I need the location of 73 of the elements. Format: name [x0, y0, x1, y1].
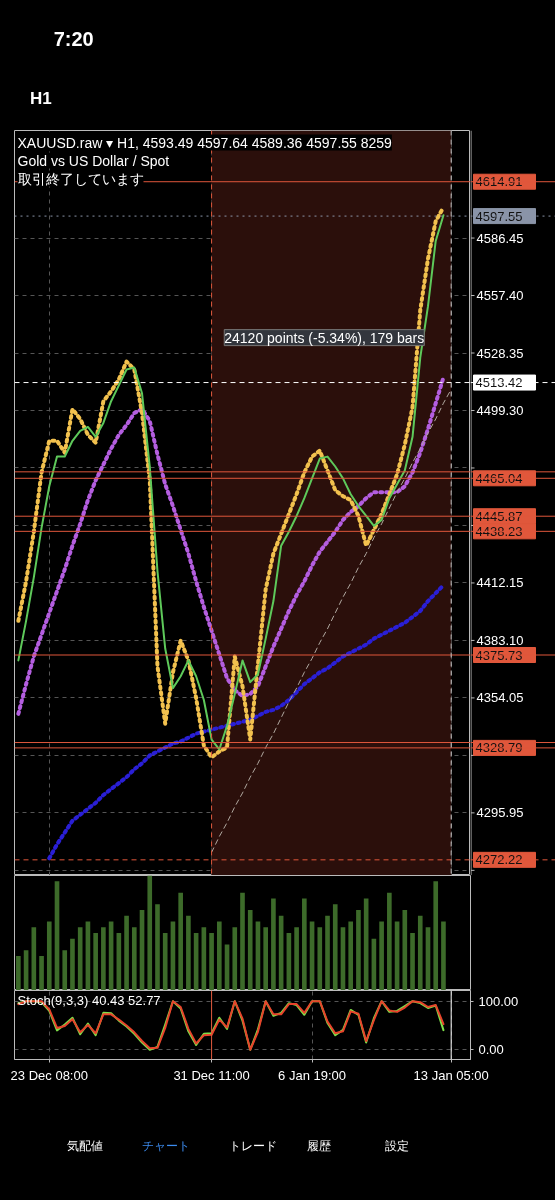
bar — [348, 921, 354, 990]
chart-title: Stoch(9,3,3) 40.43 52.77 — [17, 992, 161, 1008]
bar — [46, 921, 52, 990]
bar — [77, 927, 83, 990]
text: 履歴 — [307, 1138, 332, 1153]
bar — [247, 910, 253, 990]
y-tick-label: 4412.15 — [476, 575, 524, 591]
y-tick-label: 4586.45 — [476, 230, 524, 246]
bar — [16, 956, 21, 990]
bar — [441, 921, 446, 990]
bar — [155, 904, 160, 990]
y-tick-label: 4557.40 — [476, 288, 524, 304]
bar — [325, 915, 330, 990]
bar — [387, 892, 392, 990]
bar — [417, 915, 423, 990]
bar — [379, 921, 384, 990]
bar — [402, 910, 408, 990]
annotation: 24120 points (-5.34%), 179 bars — [224, 329, 425, 346]
bar — [332, 904, 338, 990]
bar — [62, 950, 68, 990]
ref-line-label: 4597.55 — [475, 208, 523, 224]
text: 7:20 — [53, 27, 94, 50]
y-tick-label: 4528.35 — [476, 345, 524, 361]
bar — [240, 892, 245, 990]
bar — [410, 933, 415, 990]
chart-title: XAUUSD.raw ▾ H1, 4593.49 4597.64 4589.36 4597.55 8259 — [17, 134, 393, 151]
bar — [70, 938, 75, 990]
line-series — [47, 583, 446, 861]
bar — [93, 933, 98, 990]
ref-line-label: 4375.73 — [475, 647, 523, 663]
bar — [294, 927, 299, 990]
bar — [131, 927, 137, 990]
bar — [232, 927, 238, 990]
y-tick-label: 4295.95 — [476, 805, 524, 821]
y-tick-label: 0.00 — [478, 1042, 504, 1058]
ref-line-label: 4614.91 — [475, 174, 523, 190]
bar — [101, 927, 106, 990]
x-tick-label: 13 Jan 05:00 — [413, 1067, 489, 1083]
bar — [178, 892, 183, 990]
bar — [124, 915, 129, 990]
bar — [317, 927, 323, 990]
bar — [162, 933, 168, 990]
bar — [216, 921, 222, 990]
ref-line-label: 4438.23 — [475, 523, 523, 539]
bar — [271, 898, 276, 990]
ref-line-label: 4513.42 — [475, 375, 523, 391]
bar — [433, 881, 439, 990]
y-tick-label: 4354.05 — [476, 690, 524, 706]
x-tick-label: 31 Dec 11:00 — [173, 1067, 250, 1083]
line-series — [16, 375, 446, 716]
ref-line-label: 4445.87 — [475, 508, 523, 524]
text: トレード — [228, 1138, 277, 1153]
text: H1 — [29, 89, 52, 108]
y-tick-label: 100.00 — [478, 993, 519, 1009]
ref-line-label: 4272.22 — [475, 852, 523, 868]
x-tick-label: 23 Dec 08:00 — [10, 1067, 88, 1083]
y-tick-label: 4499.30 — [476, 402, 524, 418]
text: 気配値 — [67, 1138, 104, 1153]
text: 設定 — [385, 1138, 410, 1153]
text: チャート — [141, 1138, 190, 1153]
bar — [356, 910, 361, 990]
ref-line-label: 4328.79 — [475, 740, 523, 756]
bar — [39, 956, 44, 990]
text: Gold vs US Dollar / Spot — [17, 152, 170, 169]
bar — [147, 875, 153, 990]
bar — [263, 927, 269, 990]
bar — [186, 915, 191, 990]
ref-line-label: 4465.04 — [475, 470, 523, 486]
bar — [209, 933, 214, 990]
annotation: 取引終了しています — [17, 170, 144, 187]
x-tick-label: 6 Jan 19:00 — [278, 1067, 347, 1083]
y-tick-label: 4383.10 — [476, 632, 524, 648]
bar — [302, 898, 307, 990]
